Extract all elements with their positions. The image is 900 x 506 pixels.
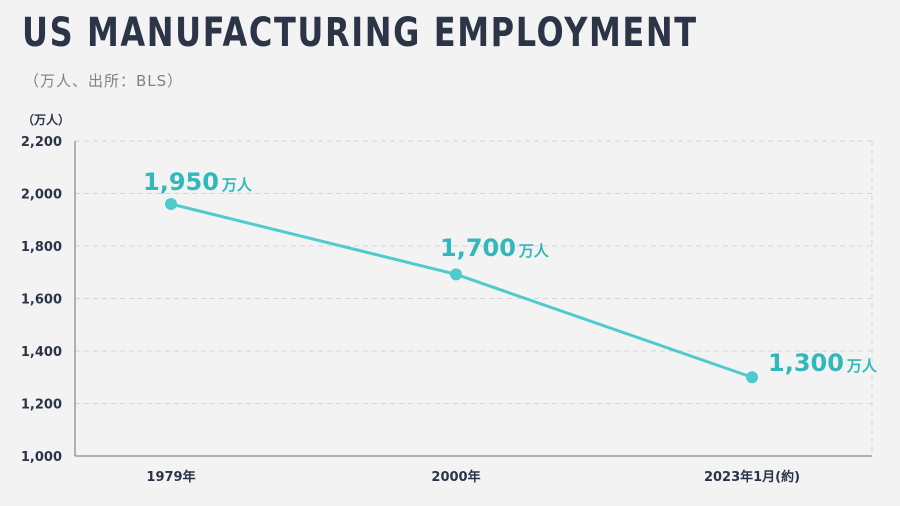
data-point <box>746 371 758 384</box>
x-tick-label: 2023年1月(約) <box>704 469 800 485</box>
data-point <box>165 198 177 210</box>
y-tick-label: 1,600 <box>21 293 62 308</box>
y-tick-label: 1,800 <box>21 240 62 255</box>
y-tick-label: 1,400 <box>21 345 62 360</box>
chart-title: US MANUFACTURING EMPLOYMENT <box>22 10 698 56</box>
data-label: 1,700 万人 <box>440 234 550 262</box>
data-label: 1,300 万人 <box>768 349 878 377</box>
y-tick-label: 2,000 <box>21 188 62 203</box>
x-tick-labels: 1979年 2000年 2023年1月(約) <box>146 469 800 485</box>
series-employment <box>165 198 758 384</box>
data-point <box>450 268 462 281</box>
x-tick-label: 2000年 <box>431 469 480 485</box>
gridlines <box>75 140 872 404</box>
y-tick-label: 2,200 <box>21 135 62 150</box>
data-label: 1,950 万人 <box>143 168 253 196</box>
y-tick-labels: 1,000 1,200 1,400 1,600 1,800 2,000 2,200 <box>21 135 62 465</box>
chart-subtitle: （万人、出所：BLS） <box>24 72 184 90</box>
axes <box>74 141 873 457</box>
y-axis-unit-label: （万人） <box>22 112 70 127</box>
x-tick-label: 1979年 <box>146 469 195 485</box>
data-labels: 1,950 万人 1,700 万人 1,300 万人 <box>143 168 878 377</box>
y-tick-label: 1,000 <box>21 450 62 465</box>
y-tick-label: 1,200 <box>21 398 62 413</box>
